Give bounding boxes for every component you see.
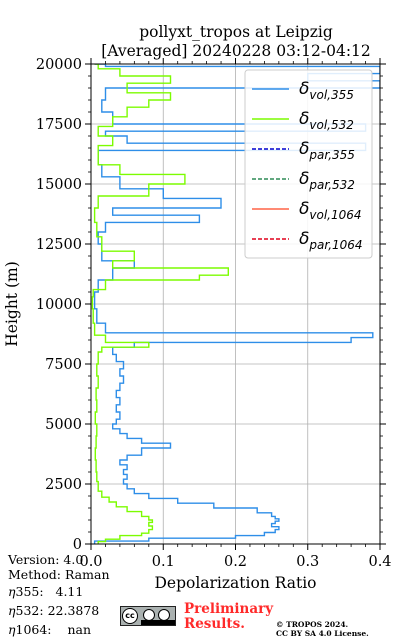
- eta1064-row: η1064: nan: [8, 622, 91, 637]
- preliminary-line2: Results.: [184, 616, 245, 632]
- x-tick-label: 0.4: [368, 554, 391, 570]
- method-text: Method: Raman: [8, 567, 110, 582]
- y-tick-label: 7500: [45, 357, 82, 373]
- chart-title-line1: pollyxt_tropos at Leipzig: [139, 23, 333, 41]
- legend-subscript: vol,355: [309, 88, 354, 102]
- legend-subscript: vol,1064: [309, 208, 361, 222]
- x-tick-label: 0.0: [79, 554, 102, 570]
- x-tick-label: 0.3: [296, 554, 319, 570]
- x-tick-label: 0.1: [152, 554, 175, 570]
- y-tick-label: 2500: [45, 477, 82, 493]
- eta1064-value: nan: [67, 622, 91, 637]
- y-tick-label: 20000: [36, 57, 82, 73]
- legend-subscript: par,355: [308, 148, 355, 162]
- series-line-vol532: [91, 64, 229, 544]
- y-tick-label: 10000: [36, 297, 82, 313]
- eta355-row: η355: 4.11: [8, 584, 84, 599]
- legend: δvol,355δvol,532δpar,355δpar,532δvol,106…: [244, 69, 373, 259]
- chart-title-line2: [Averaged] 20240228 03:12-04:12: [101, 42, 371, 60]
- axis-ticks: 0.0 0.1 0.2 0.3 0.4 0 2500 5000 7500 10000 12500 15…: [36, 57, 392, 570]
- data-series: [91, 64, 380, 544]
- legend-subscript: par,1064: [308, 238, 362, 252]
- y-tick-label: 5000: [45, 417, 82, 433]
- y-tick-label: 12500: [36, 237, 82, 253]
- eta355-label: 355:: [15, 584, 44, 599]
- eta1064-label: 1064:: [15, 622, 52, 637]
- preliminary-line1: Preliminary: [184, 601, 274, 617]
- y-tick-label: 15000: [36, 177, 82, 193]
- legend-subscript: par,532: [308, 178, 355, 192]
- cc-license-badge-icon: cc: [120, 606, 176, 626]
- copyright-line1: © TROPOS 2024.: [276, 620, 349, 629]
- version-text: Version: 4.0: [8, 552, 84, 567]
- legend-box: [244, 69, 373, 259]
- eta532-label: 532:: [15, 603, 44, 618]
- x-axis-label: Depolarization Ratio: [154, 574, 316, 592]
- preliminary-note: Preliminary Results.: [184, 602, 273, 632]
- x-tick-label: 0.2: [224, 554, 247, 570]
- y-tick-label: 0: [73, 537, 82, 553]
- copyright-note: © TROPOS 2024. CC BY SA 4.0 License.: [276, 620, 369, 638]
- y-axis-label: Height (m): [3, 261, 21, 347]
- copyright-line2: CC BY SA 4.0 License.: [276, 629, 369, 638]
- y-tick-label: 17500: [36, 117, 82, 133]
- legend-subscript: vol,532: [309, 118, 354, 132]
- eta532-value: 22.3878: [47, 603, 100, 618]
- eta532-row: η532: 22.3878: [8, 603, 100, 618]
- eta355-value: 4.11: [55, 584, 84, 599]
